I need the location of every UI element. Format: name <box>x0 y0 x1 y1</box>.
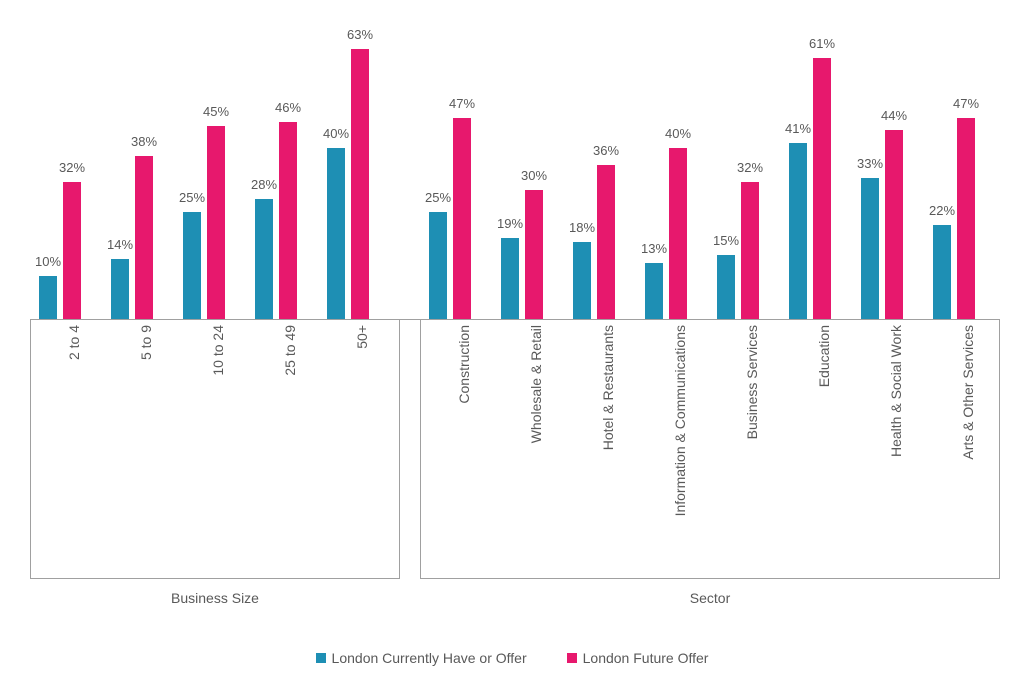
category-label: 25 to 49 <box>282 75 298 325</box>
group-label: Sector <box>420 590 1000 606</box>
legend-item-future: London Future Offer <box>567 650 709 666</box>
category-label: Information & Communications <box>672 75 688 325</box>
category-label: Construction <box>456 75 472 325</box>
legend-swatch-current <box>316 653 326 663</box>
category-label: 2 to 4 <box>66 75 82 325</box>
bar-value-label: 40% <box>316 126 356 141</box>
bar-current: 19% <box>501 238 519 319</box>
chart-container: 10%32%14%38%25%45%28%46%40%63%25%47%19%3… <box>0 0 1024 681</box>
bar-value-label: 41% <box>778 121 818 136</box>
legend-swatch-future <box>567 653 577 663</box>
bar-current: 40% <box>327 148 345 319</box>
bar-current: 15% <box>717 255 735 319</box>
bar-value-label: 14% <box>100 237 140 252</box>
legend-label-future: London Future Offer <box>583 650 709 666</box>
category-label: Wholesale & Retail <box>528 75 544 325</box>
category-label: 50+ <box>354 75 370 325</box>
category-label: Arts & Other Services <box>960 75 976 325</box>
bar-current: 13% <box>645 263 663 319</box>
category-label: Business Services <box>744 75 760 325</box>
bar-current: 14% <box>111 259 129 319</box>
bar-value-label: 28% <box>244 177 284 192</box>
category-label: 10 to 24 <box>210 75 226 325</box>
category-label: 5 to 9 <box>138 75 154 325</box>
category-label: Hotel & Restaurants <box>600 75 616 325</box>
category-label: Education <box>816 75 832 325</box>
bar-value-label: 10% <box>28 254 68 269</box>
bar-current: 33% <box>861 178 879 319</box>
bar-current: 18% <box>573 242 591 319</box>
bar-current: 41% <box>789 143 807 319</box>
bar-current: 22% <box>933 225 951 319</box>
bar-current: 25% <box>429 212 447 319</box>
bar-current: 28% <box>255 199 273 319</box>
legend: London Currently Have or Offer London Fu… <box>0 650 1024 666</box>
bar-value-label: 19% <box>490 216 530 231</box>
legend-label-current: London Currently Have or Offer <box>332 650 527 666</box>
bar-value-label: 13% <box>634 241 674 256</box>
bar-value-label: 15% <box>706 233 746 248</box>
bar-current: 10% <box>39 276 57 319</box>
bar-value-label: 61% <box>802 36 842 51</box>
bar-value-label: 25% <box>172 190 212 205</box>
bar-value-label: 18% <box>562 220 602 235</box>
bar-value-label: 22% <box>922 203 962 218</box>
bar-value-label: 63% <box>340 27 380 42</box>
bar-current: 25% <box>183 212 201 319</box>
bar-value-label: 33% <box>850 156 890 171</box>
group-label: Business Size <box>30 590 400 606</box>
category-label: Health & Social Work <box>888 75 904 325</box>
group-box <box>420 319 1000 579</box>
legend-item-current: London Currently Have or Offer <box>316 650 527 666</box>
plot-area: 10%32%14%38%25%45%28%46%40%63%25%47%19%3… <box>30 20 1000 320</box>
bar-value-label: 25% <box>418 190 458 205</box>
